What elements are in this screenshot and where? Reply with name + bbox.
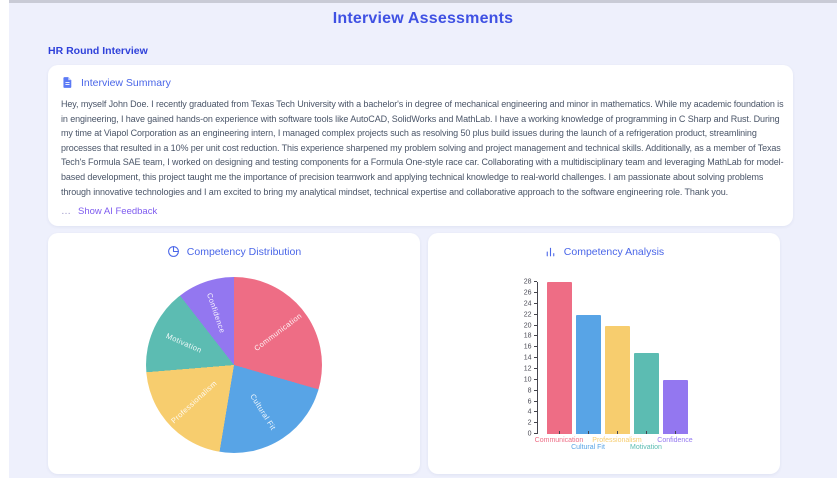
show-ai-feedback-link[interactable]: Show AI Feedback: [78, 206, 158, 218]
y-axis-tick-label: 28: [523, 278, 532, 286]
content-area: HR Round Interview Interview Summary Hey…: [9, 45, 837, 475]
y-axis-tick-mark: [533, 389, 537, 391]
x-axis-label-professionalism: Professionalism: [592, 437, 642, 445]
y-axis-tick-label: 22: [523, 311, 532, 319]
competency-analysis-card: Competency Analysis 0 2 4 6 8 10 12 14 16 18 20 22 2…: [428, 233, 780, 475]
pie-chart[interactable]: [146, 277, 322, 454]
x-axis-tick-mark: [675, 431, 676, 435]
y-axis-tick-mark: [533, 346, 537, 348]
y-axis-tick-mark: [533, 324, 537, 326]
y-axis-tick-label: 6: [527, 398, 532, 406]
x-axis-tick-mark: [646, 431, 647, 435]
y-axis-tick-mark: [533, 378, 537, 380]
y-axis-tick-label: 16: [523, 343, 532, 351]
y-axis-tick-mark: [533, 302, 537, 304]
y-axis-tick-label: 2: [527, 419, 532, 427]
y-axis-tick-label: 24: [523, 300, 532, 308]
y-axis-tick-label: 26: [523, 289, 532, 297]
bar-y-axis: 0 2 4 6 8 10 12 14 16 18 20 22 24 26 28: [519, 278, 537, 438]
interview-summary-card: Interview Summary Hey, myself John Doe. …: [48, 65, 793, 227]
window-top-border: [9, 0, 837, 3]
y-axis-tick-mark: [533, 281, 537, 283]
section-title: HR Round Interview: [48, 45, 148, 57]
bar-chart: 0 2 4 6 8 10 12 14 16 18 20 22 24 26 28 Communication C…: [428, 278, 780, 460]
pie-chart-icon: [167, 246, 179, 258]
x-axis-tick-mark: [588, 431, 589, 435]
bar-professionalism[interactable]: [604, 325, 630, 435]
x-axis-label-confidence: Confidence: [657, 437, 693, 445]
pie-chart-wrap: Communication Cultural Fit Professionalism…: [146, 277, 322, 454]
bar-card-title: Competency Analysis: [563, 245, 665, 258]
bar-card-header: Competency Analysis: [428, 245, 780, 258]
y-axis-tick-mark: [533, 411, 537, 413]
y-axis-tick-label: 18: [523, 332, 532, 340]
y-axis-tick-mark: [533, 335, 537, 337]
competency-distribution-card: Competency Distribution Communication Cul…: [48, 233, 420, 475]
y-axis-tick-mark: [533, 313, 537, 315]
bar-confidence[interactable]: [662, 379, 688, 435]
y-axis-tick-label: 12: [523, 365, 532, 373]
page-background: Interview Assessments HR Round Interview…: [9, 3, 837, 478]
summary-card-title: Interview Summary: [81, 76, 171, 89]
x-axis-label-motivation: Motivation: [630, 444, 662, 452]
feedback-row: … Show AI Feedback: [61, 206, 780, 217]
page-title: Interview Assessments: [332, 10, 514, 27]
y-axis-tick-label: 10: [523, 376, 532, 384]
x-axis-label-cultural-fit: Cultural Fit: [571, 444, 605, 452]
bar-chart-icon: [546, 247, 555, 257]
y-axis-tick-mark: [533, 357, 537, 359]
pie-card-title: Competency Distribution: [186, 245, 302, 258]
y-axis-tick-mark: [533, 368, 537, 370]
bar-cultural-fit[interactable]: [575, 314, 601, 435]
y-axis-tick-mark: [533, 292, 537, 294]
y-axis-tick-mark: [533, 433, 537, 435]
y-axis-tick-mark: [533, 400, 537, 402]
ellipsis-icon: …: [61, 205, 71, 217]
y-axis-tick-label: 20: [523, 322, 532, 330]
y-axis-tick-label: 0: [527, 430, 532, 438]
y-axis-tick-label: 8: [527, 387, 532, 395]
x-axis-tick-mark: [617, 431, 618, 435]
y-axis-tick-mark: [533, 422, 537, 424]
pie-card-header: Competency Distribution: [48, 245, 420, 258]
y-axis-tick-label: 14: [523, 354, 532, 362]
bar-communication[interactable]: [546, 282, 572, 435]
summary-card-header: Interview Summary: [61, 76, 780, 89]
charts-row: Competency Distribution Communication Cul…: [48, 233, 793, 475]
document-icon: [63, 77, 72, 88]
bar-plot-area: [536, 282, 690, 435]
bar-motivation[interactable]: [633, 352, 659, 435]
interview-summary-text: Hey, myself John Doe. I recently graduat…: [61, 99, 784, 197]
bar-x-axis: Communication Cultural Fit Professionalism…: [534, 431, 693, 460]
x-axis-label-communication: Communication: [534, 437, 584, 445]
x-axis-tick-mark: [559, 431, 560, 435]
y-axis-tick-label: 4: [527, 408, 532, 416]
